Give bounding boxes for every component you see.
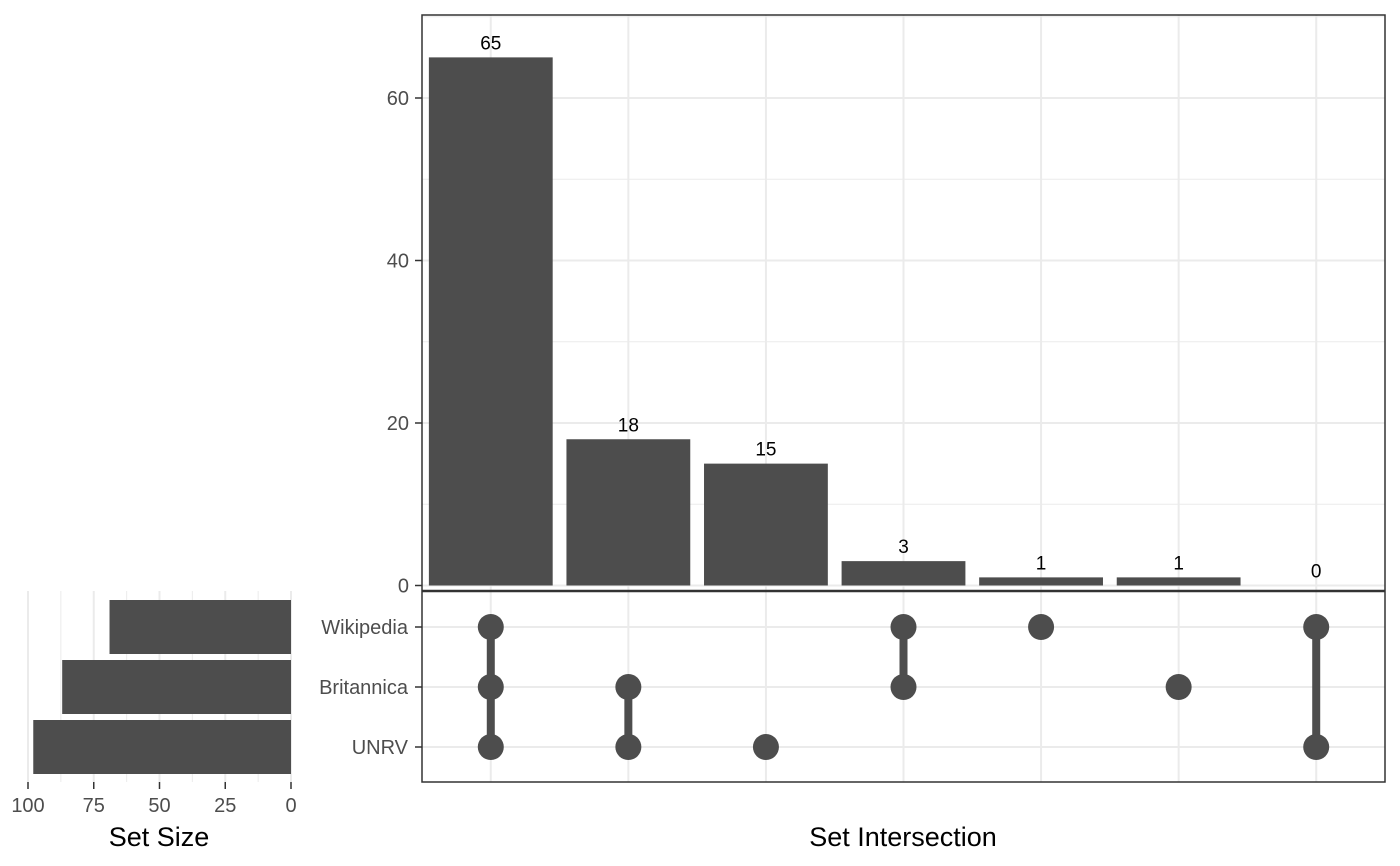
matrix-dot (477, 674, 504, 700)
matrix-dot (1165, 674, 1192, 700)
panel-border (421, 14, 1386, 783)
matrix-dot (1303, 734, 1330, 760)
bar-value-label: 3 (898, 537, 909, 558)
y-tick-label: 0 (398, 576, 409, 598)
set-size-tick-label: 50 (148, 795, 170, 817)
intersection-bars: 65 18 15 3 1 1 0 (428, 33, 1322, 586)
bar-value-label: 1 (1173, 553, 1184, 574)
set-size-bar (109, 600, 291, 654)
set-size-tick-label: 25 (214, 795, 236, 817)
matrix-dot (752, 734, 779, 760)
bar-value-label: 18 (618, 415, 639, 436)
matrix-dot (477, 734, 504, 760)
intersection-bar (428, 57, 553, 586)
set-label: Wikipedia (321, 617, 409, 639)
set-size-tick-label: 100 (11, 795, 44, 817)
intersection-matrix (477, 614, 1330, 760)
matrix-dot (1303, 614, 1330, 640)
y-tick-label: 20 (387, 413, 409, 435)
bar-value-label: 15 (755, 440, 776, 461)
set-label: UNRV (352, 737, 409, 759)
set-size-tick-label: 75 (83, 795, 105, 817)
set-label: Britannica (319, 677, 409, 699)
intersection-bar (566, 439, 691, 586)
bar-value-label: 1 (1036, 553, 1047, 574)
matrix-dot (477, 614, 504, 640)
set-size-bar (33, 720, 291, 774)
matrix-dot (1028, 614, 1055, 640)
axes-layer: 0 20 40 60 Wikipedia Britannica UNRV 100 75 50 25 0 (11, 14, 1386, 817)
matrix-dot (615, 674, 642, 700)
set-size-tick-label: 0 (285, 795, 296, 817)
intersection-bar (704, 463, 828, 586)
set-size-bars (33, 600, 291, 774)
matrix-dot (615, 734, 642, 760)
intersection-axis-title: Set Intersection (809, 822, 997, 852)
y-tick-label: 60 (387, 88, 409, 110)
intersection-bar (841, 561, 966, 586)
intersection-bar (1116, 577, 1241, 586)
bar-value-label: 0 (1311, 562, 1322, 583)
intersection-bar (979, 577, 1103, 586)
matrix-dot (890, 674, 917, 700)
matrix-dot (890, 614, 917, 640)
y-tick-label: 40 (387, 251, 409, 273)
set-size-bar (62, 660, 291, 714)
bar-value-label: 65 (480, 33, 501, 54)
set-size-axis-title: Set Size (109, 822, 210, 852)
